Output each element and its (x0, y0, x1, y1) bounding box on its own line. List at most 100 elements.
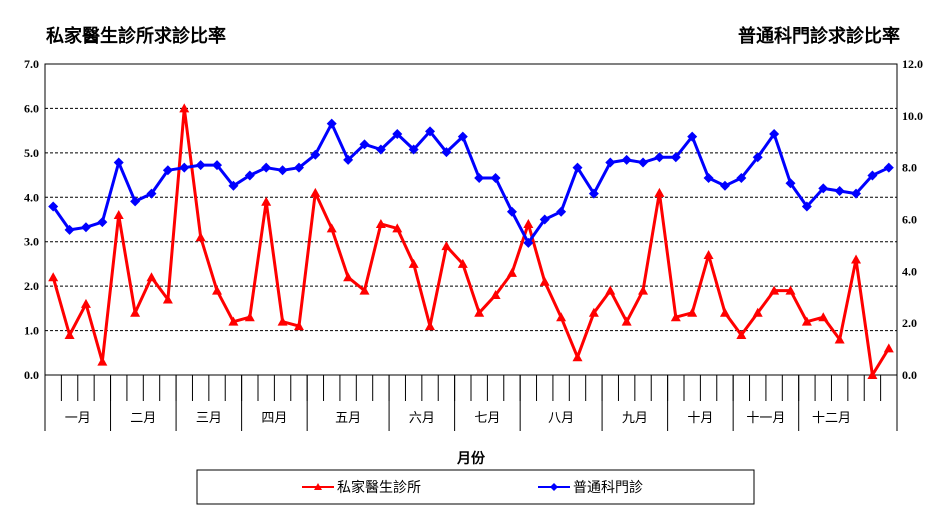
data-point-diamond (277, 165, 288, 176)
plot-area-frame (44, 63, 898, 376)
x-month-label: 九月 (622, 411, 648, 426)
series-public-clinic (48, 118, 894, 248)
x-month-label: 七月 (474, 411, 500, 426)
data-point-triangle (64, 330, 75, 340)
data-point-diamond (605, 157, 616, 168)
y-right-tick-label: 2.0 (902, 316, 917, 330)
left-axis-title: 私家醫生診所求診比率 (46, 26, 226, 47)
data-point-triangle (867, 370, 878, 379)
data-point-diamond (162, 165, 173, 176)
data-point-diamond (80, 222, 91, 233)
data-point-diamond (97, 217, 108, 228)
data-point-diamond (638, 157, 649, 168)
data-point-diamond (752, 152, 763, 163)
y-right-tick-label: 12.0 (902, 57, 923, 71)
data-point-triangle (638, 285, 649, 295)
data-point-diamond (851, 188, 862, 199)
y-left-tick-label: 2.0 (24, 279, 39, 293)
data-point-diamond (359, 139, 370, 150)
data-point-triangle (818, 312, 829, 322)
legend-label-public-clinic: 普通科門診 (573, 480, 643, 496)
data-point-diamond (654, 152, 665, 163)
data-point-triangle (80, 298, 91, 308)
y-left-tick-label: 7.0 (24, 57, 39, 71)
data-point-diamond (375, 144, 386, 155)
y-right-tick-label: 0.0 (902, 368, 917, 382)
data-point-triangle (97, 356, 108, 366)
data-point-triangle (457, 258, 468, 268)
data-point-diamond (703, 173, 714, 184)
y-right-tick-label: 10.0 (902, 109, 923, 123)
data-point-diamond (310, 149, 321, 160)
series-line (51, 122, 890, 245)
data-point-diamond (572, 162, 583, 173)
data-point-triangle (146, 272, 157, 282)
data-point-diamond (588, 188, 599, 199)
data-point-diamond (212, 160, 223, 171)
data-point-triangle (588, 307, 599, 317)
data-point-triangle (703, 250, 714, 260)
y-left-tick-label: 0.0 (24, 368, 39, 382)
legend-marker-triangle (314, 483, 322, 490)
legend: 私家醫生診所 普通科門診 (196, 469, 755, 505)
series-line (51, 106, 891, 377)
data-point-diamond (228, 180, 239, 191)
x-month-label: 八月 (548, 411, 574, 426)
data-point-triangle (621, 316, 632, 326)
data-point-triangle (556, 312, 567, 322)
data-point-triangle (441, 241, 452, 251)
data-point-triangle (490, 290, 501, 300)
right-axis-title: 普通科門診求診比率 (738, 26, 900, 47)
y-left-tick-label: 6.0 (24, 101, 39, 115)
data-point-diamond (64, 224, 75, 235)
data-point-triangle (162, 294, 173, 304)
x-month-label: 三月 (196, 411, 222, 426)
data-point-diamond (474, 173, 485, 184)
data-point-diamond (523, 237, 534, 248)
data-point-triangle (277, 316, 288, 326)
x-month-label: 二月 (130, 411, 156, 426)
data-point-diamond (113, 157, 124, 168)
data-point-triangle (212, 285, 223, 295)
data-point-triangle (244, 312, 255, 322)
data-point-diamond (719, 180, 730, 191)
data-point-diamond (408, 144, 419, 155)
x-month-label: 六月 (409, 411, 435, 426)
data-point-diamond (392, 128, 403, 139)
data-point-diamond (621, 154, 632, 165)
data-point-triangle (506, 267, 517, 277)
x-month-label: 十一月 (746, 411, 785, 426)
data-point-triangle (261, 196, 272, 206)
data-point-triangle (359, 285, 370, 295)
data-point-triangle (851, 254, 862, 264)
data-point-diamond (506, 206, 517, 217)
data-point-triangle (670, 312, 681, 322)
y-left-tick-label: 5.0 (24, 146, 39, 160)
data-point-triangle (375, 218, 386, 228)
data-point-triangle (425, 321, 436, 331)
data-point-triangle (687, 307, 698, 317)
data-point-triangle (113, 210, 124, 220)
data-point-triangle (130, 307, 141, 317)
data-point-triangle (48, 272, 59, 282)
data-point-diamond (326, 118, 337, 129)
data-point-diamond (48, 201, 59, 212)
data-point-diamond (867, 170, 878, 181)
y-left-tick-label: 3.0 (24, 235, 39, 249)
data-point-triangle (752, 307, 763, 317)
data-point-triangle (326, 223, 337, 233)
data-point-triangle (539, 276, 550, 286)
data-point-triangle (719, 307, 730, 317)
data-point-diamond (539, 214, 550, 225)
data-point-diamond (425, 126, 436, 137)
y-left-tick-label: 4.0 (24, 190, 39, 204)
data-point-triangle (883, 343, 894, 353)
data-point-diamond (343, 154, 354, 165)
data-point-diamond (293, 162, 304, 173)
data-point-triangle (523, 218, 534, 228)
x-month-label: 五月 (335, 411, 361, 426)
y-right-tick-label: 6.0 (902, 213, 917, 227)
data-point-triangle (408, 258, 419, 268)
data-point-diamond (883, 162, 894, 173)
